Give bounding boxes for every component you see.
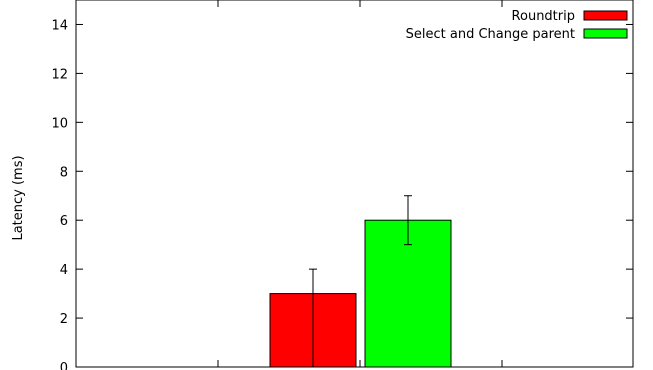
legend-swatch <box>583 28 628 39</box>
legend-label: Roundtrip <box>512 9 575 24</box>
y-tick-label: 2 <box>60 312 68 327</box>
x-axis-ticks <box>217 0 503 367</box>
y-tick-label: 6 <box>60 214 68 229</box>
bars <box>269 195 452 368</box>
error-bar <box>309 268 317 367</box>
legend-label: Select and Change parent <box>406 27 575 42</box>
y-tick-label: 12 <box>51 67 68 82</box>
y-axis-ticks: 0 2 4 6 8 10 12 14 <box>51 18 633 370</box>
y-tick-label: 10 <box>51 116 68 131</box>
error-bar <box>404 195 412 246</box>
y-axis-label: Latency (ms) <box>11 155 26 240</box>
legend-swatch <box>583 10 628 21</box>
y-tick-label: 8 <box>60 165 68 180</box>
y-tick-label: 14 <box>51 18 68 33</box>
y-tick-label: 0 <box>60 361 68 370</box>
legend: Roundtrip Select and Change parent <box>406 9 628 42</box>
y-tick-label: 4 <box>60 263 68 278</box>
